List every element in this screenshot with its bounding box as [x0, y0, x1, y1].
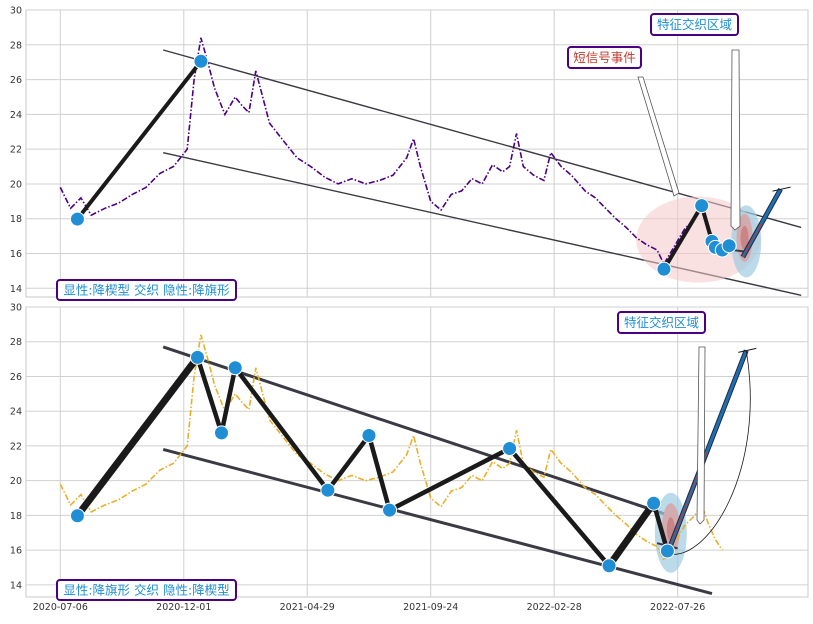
forecast-cap [738, 347, 757, 353]
channel-upper-line [162, 345, 665, 516]
y-tick-label: 24 [10, 407, 22, 418]
forecast-ellipse-inner [740, 225, 749, 250]
zigzag-segment [605, 499, 658, 570]
y-tick-label: 18 [10, 214, 22, 225]
x-tick-label: 2020-12-01 [156, 602, 211, 613]
pattern-point [193, 53, 209, 69]
y-tick-label: 26 [10, 372, 22, 383]
y-tick-label: 26 [10, 75, 22, 86]
zone-annotation-frame [650, 13, 739, 36]
pattern-point [656, 261, 672, 277]
price-series-line [59, 334, 723, 563]
pattern-point [320, 482, 336, 498]
y-tick-label: 28 [10, 40, 22, 51]
zigzag-segment [387, 446, 512, 513]
pattern-point [214, 425, 229, 441]
event-pointer [637, 76, 680, 197]
pattern-point [659, 543, 675, 559]
event-annotation-text: 短信号事件 [573, 50, 636, 65]
zigzag-segment [325, 433, 372, 493]
forecast-curve [667, 350, 751, 555]
pattern-point [646, 495, 662, 511]
zigzag-segment [232, 365, 331, 493]
pattern-label-box: 显性:降楔型 交织 隐性:降旗形 [56, 279, 237, 301]
price-series-line [59, 37, 723, 266]
zone-annotation-text: 特征交织区域 [657, 17, 732, 32]
pattern-point [694, 198, 710, 214]
pattern-point [721, 238, 737, 254]
zigzag-segment [507, 446, 612, 568]
zone-pointer [730, 49, 741, 231]
zone-pointer [696, 346, 706, 525]
channel-lower-line [162, 447, 713, 595]
pattern-label-frame [56, 579, 237, 601]
event-annotation-frame [567, 46, 642, 69]
y-tick-label: 18 [10, 511, 22, 522]
zone-annotation-box: 特征交织区域 [617, 311, 706, 334]
zigzag-segment [651, 500, 670, 554]
zone-annotation-text: 特征交织区域 [624, 315, 699, 330]
pattern-point [361, 428, 377, 444]
zigzag-segment [219, 365, 238, 436]
pattern-label-text: 显性:降旗形 交织 隐性:降楔型 [63, 583, 229, 598]
y-tick-label: 16 [10, 249, 22, 260]
pattern-point [227, 360, 243, 376]
pattern-point [601, 558, 617, 574]
y-tick-label: 20 [10, 476, 22, 487]
y-tick-label: 20 [10, 179, 22, 190]
y-tick-label: 30 [10, 6, 22, 17]
x-tick-label: 2021-04-29 [280, 602, 335, 613]
pattern-label-box: 显性:降旗形 交织 隐性:降楔型 [56, 579, 237, 601]
y-tick-label: 14 [10, 284, 22, 295]
pattern-point [382, 502, 398, 518]
panel-top: 14 16 18 20 22 24 26 28 30 显性:降楔型 交织 隐性:降旗形 特征交织区域… [10, 6, 809, 301]
pattern-point [69, 211, 85, 227]
zigzag-segment [195, 355, 224, 436]
zone-annotation-frame [617, 311, 706, 334]
pattern-point [189, 349, 205, 365]
event-annotation-box: 短信号事件 [567, 46, 642, 69]
x-tick-label: 2021-09-24 [403, 602, 458, 613]
x-tick-label: 2020-07-06 [33, 602, 88, 613]
y-tick-label: 16 [10, 546, 22, 557]
forecast-arrow-red [742, 222, 763, 258]
y-tick-label: 22 [10, 145, 22, 156]
y-tick-label: 30 [10, 303, 22, 314]
zone-annotation-box: 特征交织区域 [650, 13, 739, 36]
pattern-line [75, 60, 203, 221]
zigzag-segment [73, 353, 201, 520]
pattern-label-text: 显性:降楔型 交织 隐性:降旗形 [63, 283, 230, 298]
zigzag-segment [366, 433, 392, 513]
y-tick-label: 24 [10, 110, 22, 121]
x-tick-label: 2022-02-28 [527, 602, 582, 613]
pattern-point [69, 508, 85, 524]
y-tick-label: 14 [10, 580, 22, 591]
x-tick-label: 2022-07-26 [650, 602, 705, 613]
y-tick-label: 22 [10, 441, 22, 452]
pattern-label-frame [56, 279, 237, 301]
panel-bottom: 14 16 18 20 22 24 26 28 30 显性:降旗形 交织 隐性:降楔型 特征交织区域… [10, 303, 809, 613]
y-tick-label: 28 [10, 337, 22, 348]
pattern-point [502, 441, 518, 457]
forecast-cap [772, 186, 791, 192]
